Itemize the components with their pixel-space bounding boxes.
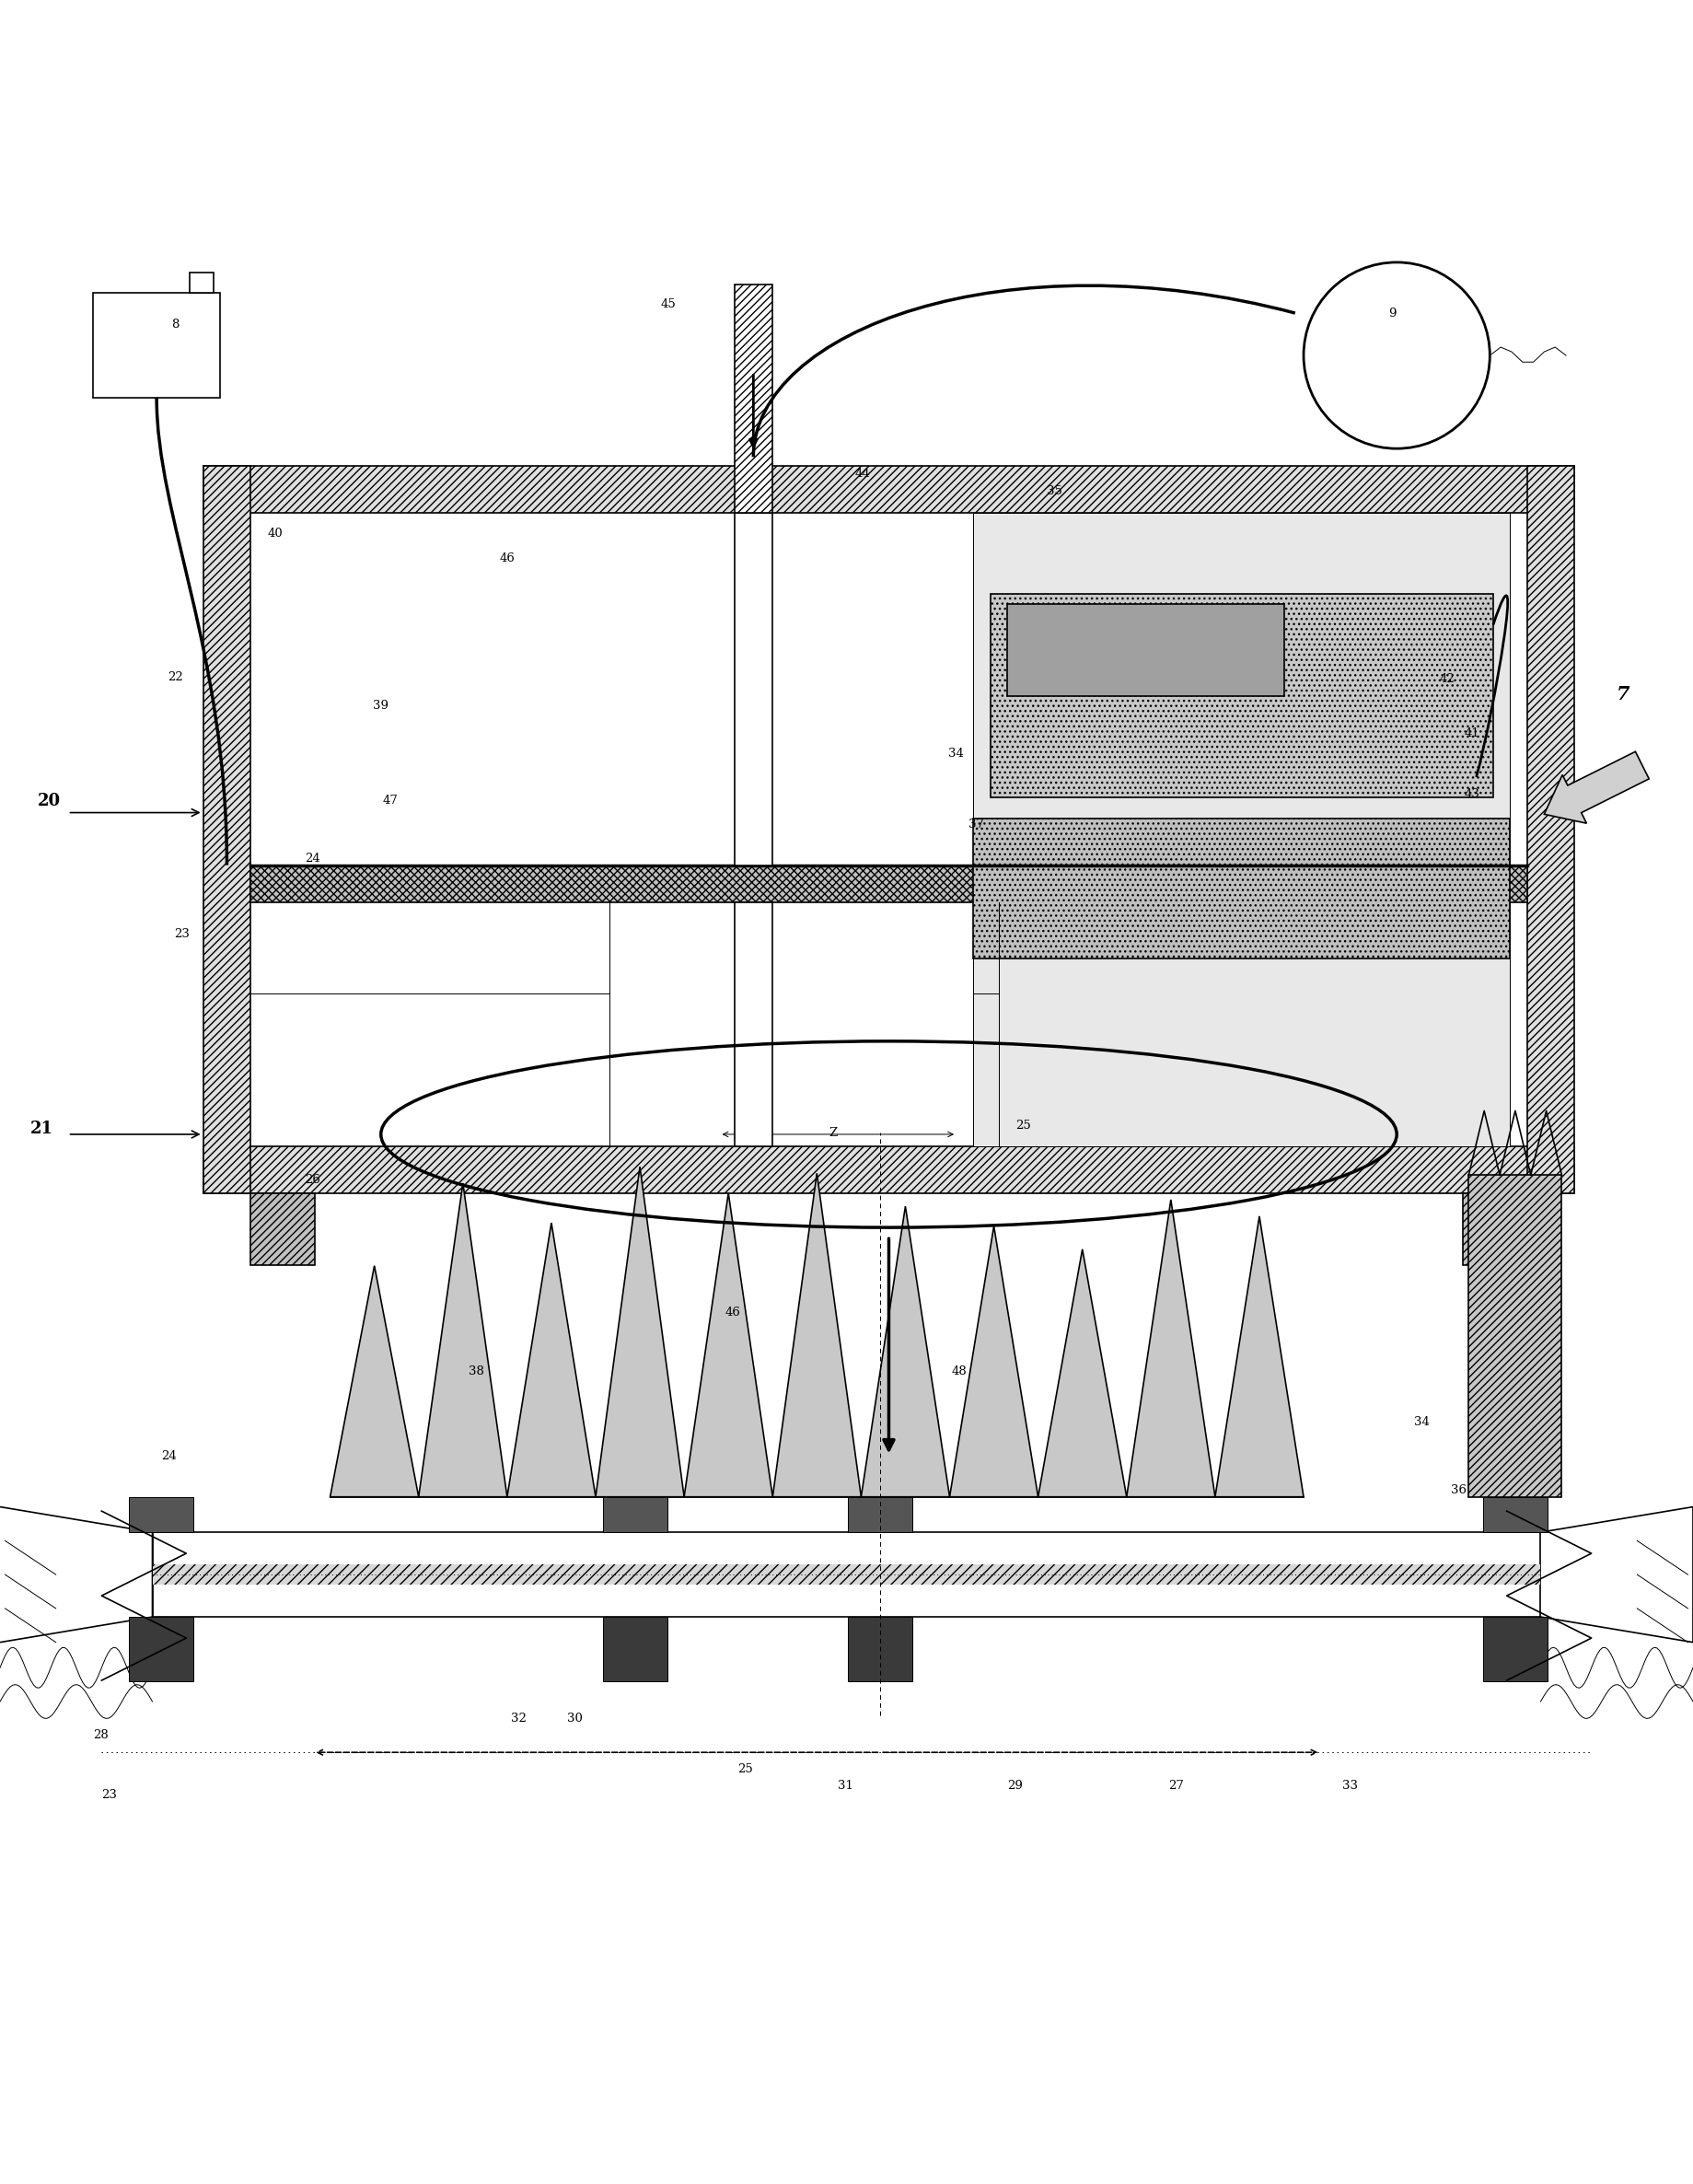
Text: 32: 32 [511,1712,527,1725]
Text: 46: 46 [499,553,515,566]
Bar [251,1195,315,1265]
Bar [251,865,1527,902]
Bar [152,1533,1541,1616]
Bar [848,1616,913,1682]
Bar [1483,1496,1547,1533]
Bar [735,513,772,865]
Bar [603,1616,667,1682]
Text: 33: 33 [1343,1780,1358,1793]
Text: 42: 42 [1439,673,1454,686]
Text: 34: 34 [948,747,963,760]
Bar [129,1616,193,1682]
Text: 41: 41 [1464,727,1480,738]
Bar [990,594,1493,797]
Bar [973,819,1510,959]
Text: 23: 23 [102,1789,117,1800]
Text: 35: 35 [1046,485,1062,498]
FancyArrow shape [1544,751,1649,823]
Text: Z: Z [828,1127,838,1138]
Text: 9: 9 [1388,308,1397,319]
Text: 26: 26 [305,1175,320,1186]
Text: 23: 23 [174,928,190,941]
Bar [129,1496,193,1533]
Bar [152,1564,1541,1586]
Text: 21: 21 [30,1120,54,1138]
Text: 31: 31 [838,1780,853,1793]
Polygon shape [330,1166,1304,1496]
Text: 25: 25 [1016,1120,1031,1131]
Text: 22: 22 [168,670,183,684]
Text: 27: 27 [1168,1780,1183,1793]
Text: 25: 25 [736,1762,753,1776]
Text: 20: 20 [37,793,61,808]
Text: 28: 28 [93,1730,108,1741]
Bar [203,1147,1574,1195]
Text: 34: 34 [1414,1415,1429,1428]
Bar [1468,1175,1561,1496]
Text: 29: 29 [1007,1780,1023,1793]
Text: 36: 36 [1451,1483,1466,1496]
Bar [203,465,1574,513]
Bar [1527,465,1574,1195]
Text: 44: 44 [855,467,870,480]
Text: 39: 39 [372,699,388,712]
Text: 38: 38 [469,1365,484,1378]
Text: 37: 37 [968,819,984,830]
Text: 24: 24 [305,852,320,865]
Text: 8: 8 [171,319,179,332]
Bar [190,273,213,293]
Bar [603,1496,667,1533]
Bar [1483,1616,1547,1682]
Text: 46: 46 [725,1306,740,1319]
Text: 45: 45 [660,299,676,310]
Bar [848,1496,913,1533]
Text: 43: 43 [1464,788,1480,799]
Text: 48: 48 [951,1365,967,1378]
Bar [1007,605,1283,697]
Text: 7: 7 [1617,686,1630,703]
Bar [203,465,251,1195]
Bar [735,284,772,513]
Text: 47: 47 [383,795,398,806]
Text: 30: 30 [567,1712,582,1725]
Bar [735,902,772,1147]
Bar [1463,1195,1527,1265]
Bar [93,293,220,397]
Bar [973,513,1510,1147]
Text: 24: 24 [161,1450,176,1461]
Text: 40: 40 [267,526,283,539]
